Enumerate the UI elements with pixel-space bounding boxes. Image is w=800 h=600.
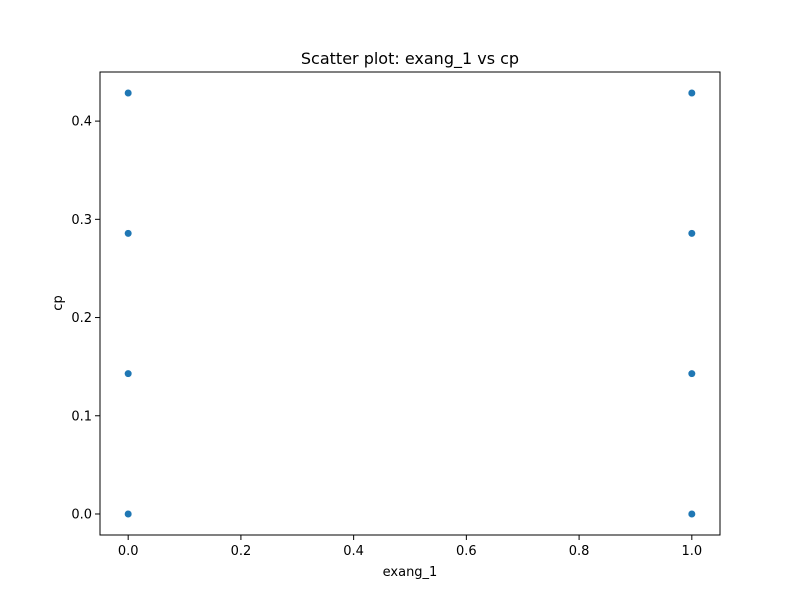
y-tick-label: 0.3 (71, 213, 92, 228)
x-tick-label: 0.6 (456, 544, 477, 559)
data-point (124, 369, 133, 378)
data-point (124, 509, 133, 519)
x-tick-label: 1.0 (681, 544, 702, 559)
chart-title: Scatter plot: exang_1 vs cp (301, 49, 519, 69)
x-tick-label: 0.0 (118, 544, 139, 559)
x-axis: 0.0 0.2 0.4 0.6 0.8 1.0 (118, 535, 702, 559)
y-axis-label: cp (51, 295, 66, 310)
data-point (687, 369, 696, 378)
data-point (687, 509, 696, 519)
y-tick-label: 0.0 (71, 507, 92, 522)
plot-area-frame (99, 71, 721, 536)
y-tick-label: 0.2 (71, 311, 92, 326)
x-tick-label: 0.2 (231, 544, 252, 559)
x-tick-label: 0.4 (343, 544, 364, 559)
y-axis: 0.0 0.1 0.2 0.3 0.4 (71, 115, 100, 522)
data-point (687, 229, 696, 238)
x-tick-label: 0.8 (569, 544, 590, 559)
data-point (124, 229, 133, 238)
y-tick-label: 0.4 (71, 115, 92, 130)
data-point (124, 88, 133, 98)
data-points (124, 88, 696, 519)
x-axis-label: exang_1 (383, 565, 438, 580)
data-point (687, 88, 696, 98)
y-tick-label: 0.1 (71, 409, 92, 424)
